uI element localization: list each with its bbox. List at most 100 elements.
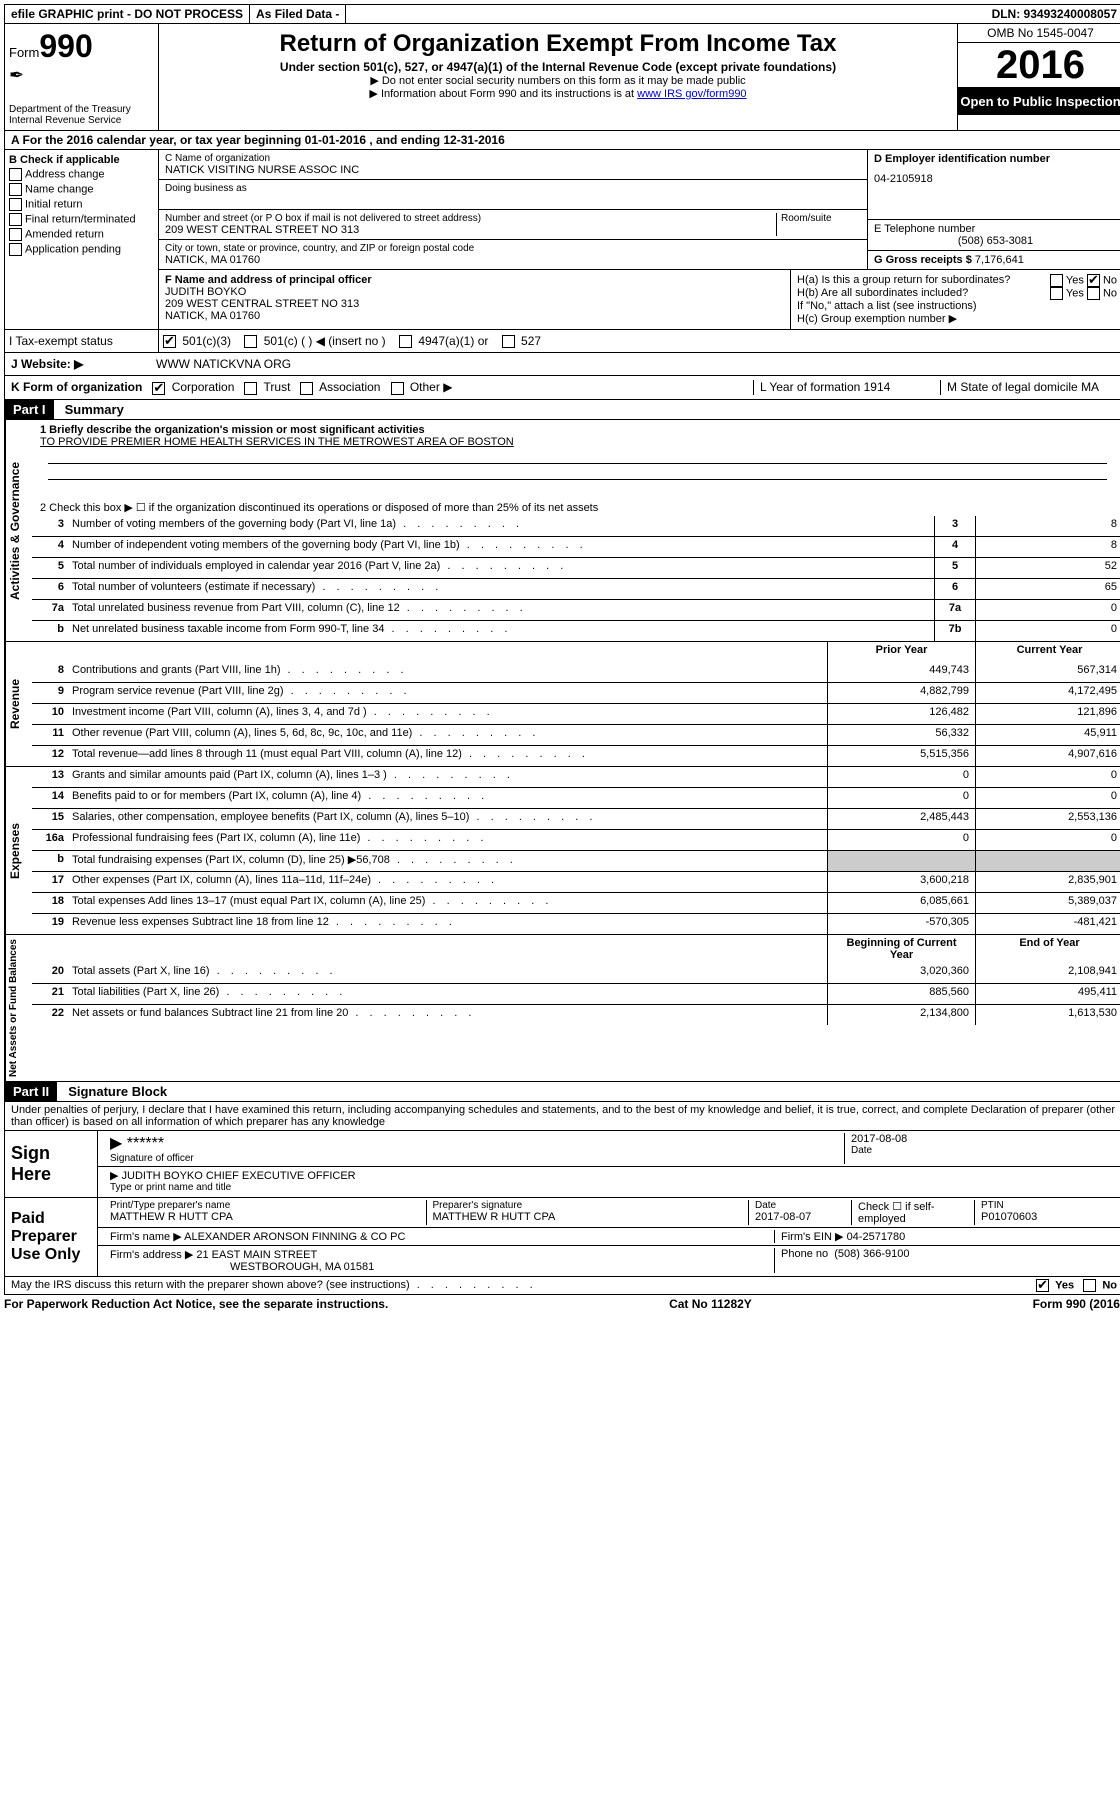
open-to-public: Open to Public Inspection — [958, 88, 1120, 115]
sig-stars: ****** — [127, 1135, 164, 1152]
net-header: Beginning of Current Year End of Year — [32, 935, 1120, 963]
footer-right: Form 990 (2016) — [1033, 1297, 1120, 1311]
j-label: J Website: ▶ — [11, 357, 156, 371]
efile-notice: efile GRAPHIC print - DO NOT PROCESS — [5, 5, 250, 23]
part2-title: Signature Block — [60, 1084, 167, 1099]
line-7a: 7aTotal unrelated business revenue from … — [32, 599, 1120, 620]
h-a-answer[interactable]: Yes No — [1050, 274, 1117, 287]
label-revenue: Revenue — [5, 642, 32, 766]
k-assoc[interactable]: Association — [300, 380, 380, 394]
irs-glyph: ✒ — [9, 65, 154, 86]
sign-here-label: Sign Here — [5, 1131, 98, 1197]
form-header: Form990 ✒ Department of the Treasury Int… — [4, 24, 1120, 131]
chk-pending[interactable]: Application pending — [9, 243, 154, 256]
k-trust[interactable]: Trust — [244, 380, 290, 394]
c-dba: Doing business as — [159, 180, 867, 210]
identity-block: B Check if applicable Address change Nam… — [4, 150, 1120, 330]
tax-year: 2016 — [958, 43, 1120, 88]
c-name: C Name of organization NATICK VISITING N… — [159, 150, 867, 180]
chk-final[interactable]: Final return/terminated — [9, 213, 154, 226]
line-22: 22Net assets or fund balances Subtract l… — [32, 1004, 1120, 1025]
j-website: WWW NATICKVNA ORG — [156, 357, 291, 371]
firm-ein: 04-2571780 — [847, 1231, 906, 1243]
omb-number: OMB No 1545-0047 — [958, 24, 1120, 43]
form-number: Form990 — [9, 28, 154, 65]
preparer-name: MATTHEW R HUTT CPA — [110, 1211, 420, 1223]
line-15: 15Salaries, other compensation, employee… — [32, 808, 1120, 829]
h-c: H(c) Group exemption number ▶ — [797, 312, 1117, 325]
line-12: 12Total revenue—add lines 8 through 11 (… — [32, 745, 1120, 766]
page-footer: For Paperwork Reduction Act Notice, see … — [4, 1295, 1120, 1313]
officer-name-title: JUDITH BOYKO CHIEF EXECUTIVE OFFICER — [122, 1170, 356, 1182]
line-17: 17Other expenses (Part IX, column (A), l… — [32, 871, 1120, 892]
chk-initial[interactable]: Initial return — [9, 198, 154, 211]
irs: Internal Revenue Service — [9, 115, 154, 126]
opt-501c3[interactable]: 501(c)(3) — [163, 334, 231, 348]
h-b-text: H(b) Are all subordinates included? — [797, 287, 968, 300]
line-8: 8Contributions and grants (Part VIII, li… — [32, 662, 1120, 682]
i-label: I Tax-exempt status — [5, 330, 159, 352]
line-20: 20Total assets (Part X, line 16)3,020,36… — [32, 963, 1120, 983]
discuss-text: May the IRS discuss this return with the… — [11, 1279, 1036, 1292]
k-other[interactable]: Other ▶ — [391, 380, 453, 394]
line-5: 5Total number of individuals employed in… — [32, 557, 1120, 578]
preparer-date: 2017-08-07 — [755, 1211, 845, 1223]
row-j: J Website: ▶ WWW NATICKVNA ORG — [4, 353, 1120, 376]
footer-left: For Paperwork Reduction Act Notice, see … — [4, 1297, 388, 1311]
line-4: 4Number of independent voting members of… — [32, 536, 1120, 557]
asfiled: As Filed Data - — [250, 5, 346, 23]
firm-addr2: WESTBOROUGH, MA 01581 — [110, 1261, 768, 1273]
k-corp[interactable]: Corporation — [152, 380, 234, 394]
row-i: I Tax-exempt status 501(c)(3) 501(c) ( )… — [4, 330, 1120, 353]
sign-here-block: Sign Here ▶ ****** Signature of officer … — [4, 1131, 1120, 1198]
opt-4947[interactable]: 4947(a)(1) or — [399, 334, 488, 348]
chk-address[interactable]: Address change — [9, 168, 154, 181]
section-revenue: Revenue Prior Year Current Year 8Contrib… — [4, 642, 1120, 767]
form-title: Return of Organization Exempt From Incom… — [167, 30, 949, 58]
h-group: H(a) Is this a group return for subordin… — [791, 270, 1120, 329]
ptin: P01070603 — [981, 1211, 1111, 1223]
line-11: 11Other revenue (Part VIII, column (A), … — [32, 724, 1120, 745]
h-note: If "No," attach a list (see instructions… — [797, 300, 1117, 312]
opt-501c[interactable]: 501(c) ( ) ◀ (insert no ) — [244, 334, 385, 348]
line1-label: 1 Briefly describe the organization's mi… — [40, 424, 1115, 436]
topbar: efile GRAPHIC print - DO NOT PROCESS As … — [4, 4, 1120, 24]
revenue-header: Prior Year Current Year — [32, 642, 1120, 662]
label-expenses: Expenses — [5, 767, 32, 934]
part2-header: Part II — [5, 1082, 57, 1101]
irs-link[interactable]: www IRS gov/form990 — [637, 88, 746, 100]
row-klm: K Form of organization Corporation Trust… — [4, 376, 1120, 399]
line-14: 14Benefits paid to or for members (Part … — [32, 787, 1120, 808]
line-18: 18Total expenses Add lines 13–17 (must e… — [32, 892, 1120, 913]
chk-amended[interactable]: Amended return — [9, 228, 154, 241]
name-title-label: Type or print name and title — [110, 1182, 1111, 1193]
firm-addr1: 21 EAST MAIN STREET — [196, 1249, 317, 1261]
e-phone: E Telephone number (508) 653-3081 — [868, 220, 1120, 251]
self-employed-check[interactable]: Check ☐ if self-employed — [852, 1200, 975, 1225]
col-b-checkboxes: B Check if applicable Address change Nam… — [5, 150, 159, 329]
section-governance: Activities & Governance 1 Briefly descri… — [4, 420, 1120, 642]
chk-name[interactable]: Name change — [9, 183, 154, 196]
row-a-taxyear: A For the 2016 calendar year, or tax yea… — [4, 131, 1120, 150]
c-address: Number and street (or P O box if mail is… — [159, 210, 867, 240]
note-instructions: ▶ Information about Form 990 and its ins… — [167, 87, 949, 100]
h-b-answer[interactable]: Yes No — [1050, 287, 1117, 300]
line2: 2 Check this box ▶ ☐ if the organization… — [32, 499, 1120, 516]
part1-title: Summary — [57, 402, 124, 417]
paid-preparer-block: Paid Preparer Use Only Print/Type prepar… — [4, 1198, 1120, 1277]
k-label: K Form of organization — [11, 380, 142, 394]
b-title: B Check if applicable — [9, 154, 154, 166]
discuss-answer[interactable]: Yes No — [1036, 1279, 1117, 1292]
perjury-statement: Under penalties of perjury, I declare th… — [4, 1102, 1120, 1131]
paid-preparer-label: Paid Preparer Use Only — [5, 1198, 98, 1276]
footer-center: Cat No 11282Y — [669, 1297, 752, 1311]
part1-header: Part I — [5, 400, 54, 419]
h-a-text: H(a) Is this a group return for subordin… — [797, 274, 1010, 287]
line-7b: bNet unrelated business taxable income f… — [32, 620, 1120, 641]
line-6: 6Total number of volunteers (estimate if… — [32, 578, 1120, 599]
line-3: 3Number of voting members of the governi… — [32, 516, 1120, 536]
firm-name: ALEXANDER ARONSON FINNING & CO PC — [184, 1231, 405, 1243]
opt-527[interactable]: 527 — [502, 334, 541, 348]
label-netassets: Net Assets or Fund Balances — [5, 935, 32, 1081]
sig-date-label: Date — [851, 1145, 1111, 1156]
